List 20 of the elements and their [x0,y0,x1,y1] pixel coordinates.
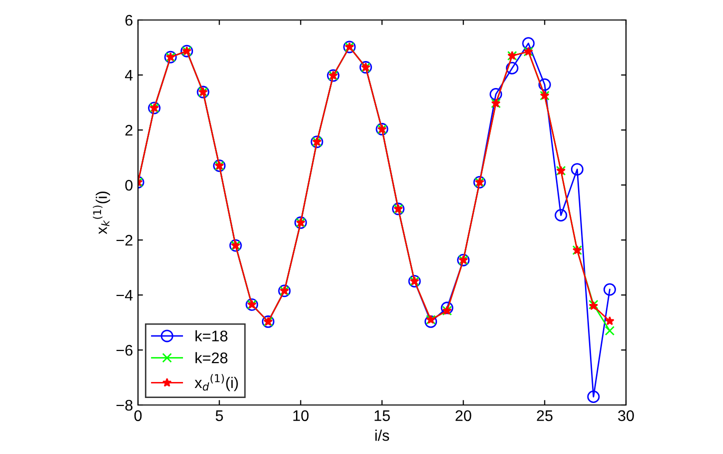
y-tick-label: −2 [116,234,132,246]
x-axis-title: i/s [375,430,390,441]
x-tick-label: 15 [374,410,390,422]
y-tick-label: −4 [116,290,133,301]
y-tick-label: 6 [125,14,132,26]
y-tick-label: 4 [124,70,133,81]
x-tick-label: 10 [293,410,309,422]
legend-label: x$_{d}$$^{(1)}$(i) [194,374,238,392]
x-tick-label: 25 [536,410,553,422]
y-tick-label: −6 [116,344,132,356]
x-tick-label: 30 [618,410,634,422]
y-axis-title: x$_{k}$$^{(1)}$(i) [92,192,110,234]
y-tick-label: −8 [116,400,132,411]
y-tick-label: 2 [125,124,132,136]
x-tick-label: 0 [134,410,142,422]
legend-label: k=28 [196,352,228,364]
x-tick-label: 5 [216,410,223,422]
x-tick-label: 20 [456,410,472,422]
y-tick-label: 0 [125,180,133,191]
legend-label: k=18 [196,330,228,342]
